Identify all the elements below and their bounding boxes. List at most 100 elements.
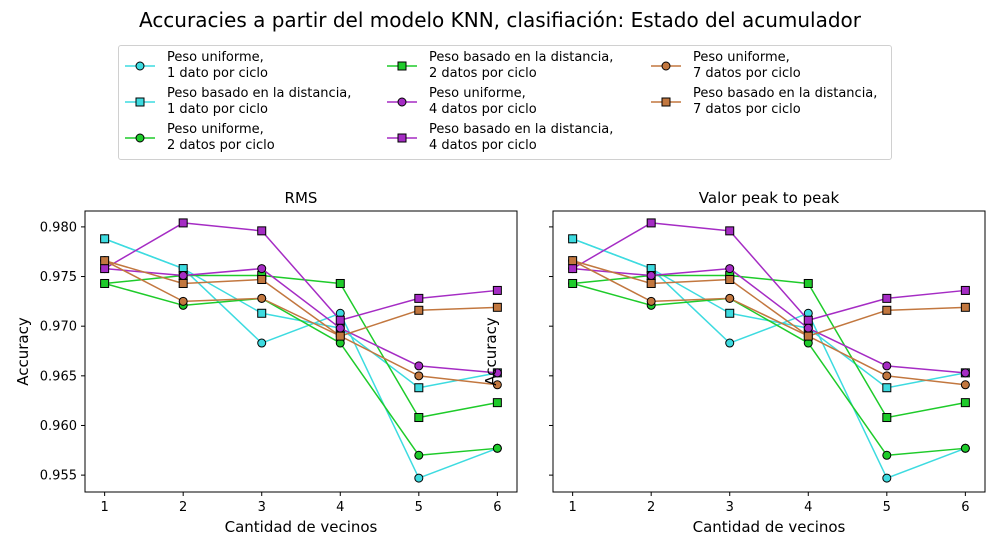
x-tick-label: 3 [726, 500, 734, 515]
data-point [882, 450, 892, 460]
data-point [257, 275, 267, 285]
legend-swatch [387, 133, 417, 143]
legend-label: Peso uniforme, 2 datos por ciclo [167, 122, 275, 154]
data-point [960, 398, 970, 408]
data-point [882, 305, 892, 315]
y-axis-label: Accuracy [482, 317, 500, 386]
y-tick-label: 0.960 [40, 419, 77, 434]
series-line [572, 259, 966, 337]
legend-swatch [125, 133, 155, 143]
figure-title: Accuracies a partir del modelo KNN, clas… [138, 8, 862, 32]
legend-swatch-marker [397, 61, 407, 71]
y-tick-label: 0.965 [40, 369, 77, 384]
data-point [414, 473, 424, 483]
legend-swatch [387, 61, 417, 71]
data-point [335, 278, 345, 288]
series [100, 218, 502, 325]
legend-label: Peso basado en la distancia, 4 datos por … [429, 122, 613, 154]
data-point [178, 278, 188, 288]
series-line [104, 238, 498, 389]
series [100, 256, 502, 341]
data-point [178, 218, 188, 228]
legend-swatch-marker [135, 97, 145, 107]
series-line [104, 267, 498, 374]
series [568, 256, 970, 341]
legend-label-line1: Peso uniforme, [167, 50, 264, 65]
y-tick-label: 0.975 [40, 270, 77, 285]
series-line [572, 222, 966, 321]
data-point [414, 361, 424, 371]
legend-label-line1: Peso uniforme, [167, 122, 264, 137]
legend-label-line2: 2 datos por ciclo [429, 66, 537, 81]
data-point [725, 275, 735, 285]
data-point [492, 302, 502, 312]
data-point [257, 264, 267, 274]
legend-label-line2: 1 dato por ciclo [167, 102, 268, 117]
data-point [882, 293, 892, 303]
x-tick-label: 6 [493, 500, 501, 515]
y-tick-label: 0.955 [40, 469, 77, 484]
legend-label-line2: 7 datos por ciclo [693, 102, 801, 117]
data-point [646, 271, 656, 281]
data-point [960, 443, 970, 453]
legend-label-line2: 1 dato por ciclo [167, 66, 268, 81]
data-point [492, 398, 502, 408]
data-point [646, 218, 656, 228]
data-point [803, 323, 813, 333]
data-point [335, 315, 345, 325]
legend-label: Peso basado en la distancia, 7 datos por … [693, 86, 877, 118]
y-tick-label: 0.980 [40, 220, 77, 235]
data-point [492, 368, 502, 378]
data-point [803, 331, 813, 341]
data-point [725, 226, 735, 236]
y-tick-label: 0.970 [40, 320, 77, 335]
series [100, 234, 502, 483]
data-point [100, 264, 110, 274]
x-tick-label: 2 [179, 500, 187, 515]
x-tick-label: 4 [336, 500, 344, 515]
subplot-title: Valor peak to peak [699, 189, 840, 207]
x-tick-label: 1 [568, 500, 576, 515]
x-axis-label: Cantidad de vecinos [693, 518, 846, 536]
legend-label-line1: Peso basado en la distancia, [693, 86, 878, 101]
legend-label: Peso uniforme, 1 dato por ciclo [167, 50, 268, 82]
legend-label-line1: Peso basado en la distancia, [167, 86, 352, 101]
x-axis-label: Cantidad de vecinos [225, 518, 378, 536]
plot-frame [552, 210, 986, 493]
legend-label-line2: 2 datos por ciclo [167, 138, 275, 153]
legend-label: Peso uniforme, 7 datos por ciclo [693, 50, 801, 82]
legend-label: Peso basado en la distancia, 2 datos por … [429, 50, 613, 82]
y-axis-label: Accuracy [14, 317, 32, 386]
data-point [882, 371, 892, 381]
subplot-2: Valor peak to peak 1 2 3 4 5 6 Cantidad de veci… [482, 189, 986, 536]
legend-label-line2: 4 datos por ciclo [429, 102, 537, 117]
data-point [178, 296, 188, 306]
data-point [414, 305, 424, 315]
data-point [178, 271, 188, 281]
series [568, 218, 970, 325]
data-point [725, 308, 735, 318]
data-point [100, 278, 110, 288]
data-point [568, 234, 578, 244]
legend-swatch [125, 61, 155, 71]
series [100, 271, 502, 423]
legend-swatch [651, 61, 681, 71]
data-point [725, 264, 735, 274]
data-point [960, 380, 970, 390]
x-tick-label: 4 [804, 500, 812, 515]
legend-swatch [125, 97, 155, 107]
data-point [882, 361, 892, 371]
legend-swatch-marker [397, 133, 407, 143]
data-point [960, 285, 970, 295]
series-line [572, 267, 966, 374]
data-point [882, 473, 892, 483]
x-tick-label: 5 [883, 500, 891, 515]
data-point [725, 293, 735, 303]
x-tick-label: 6 [961, 500, 969, 515]
legend-swatch-marker [135, 133, 145, 143]
series [568, 234, 970, 483]
series-line [104, 259, 498, 337]
data-point [803, 315, 813, 325]
data-point [492, 443, 502, 453]
